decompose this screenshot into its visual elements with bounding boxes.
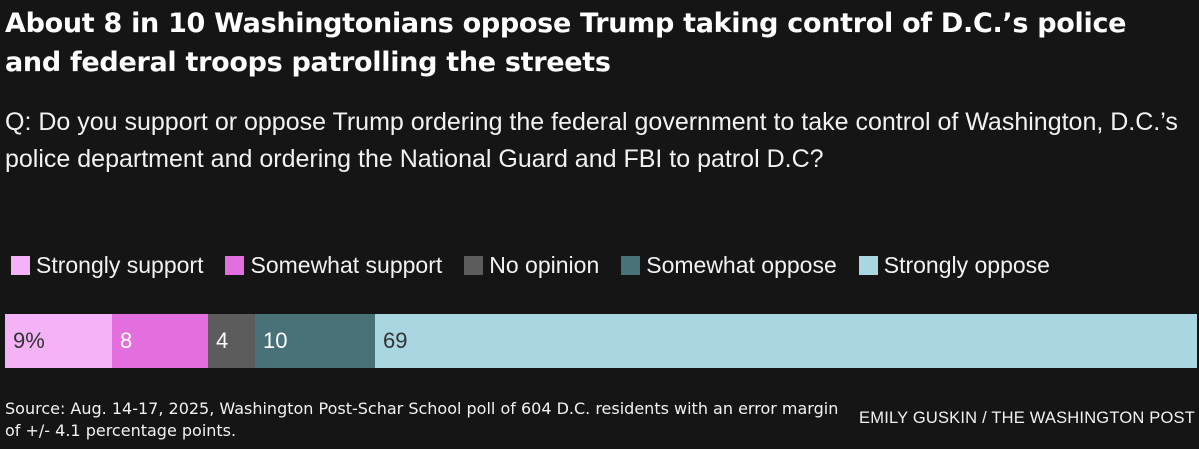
chart-title: About 8 in 10 Washingtonians oppose Trum… bbox=[5, 8, 1127, 78]
chart-legend: Strongly support Somewhat support No opini… bbox=[11, 249, 1072, 281]
legend-item-somewhat-support: Somewhat support bbox=[225, 252, 442, 279]
legend-swatch bbox=[858, 255, 878, 275]
legend-label: No opinion bbox=[489, 251, 600, 278]
survey-question: Q: Do you support or oppose Trump orderi… bbox=[5, 108, 1178, 173]
data-label: 8 bbox=[120, 328, 133, 353]
bar-segment-strongly-support: 9% bbox=[5, 314, 112, 368]
legend-label: Strongly support bbox=[36, 251, 204, 278]
legend-item-no-opinion: No opinion bbox=[464, 252, 599, 279]
data-label: 9% bbox=[13, 328, 45, 353]
legend-label: Somewhat support bbox=[250, 251, 443, 278]
bar-segment-strongly-oppose: 69 bbox=[375, 314, 1197, 368]
legend-item-somewhat-oppose: Somewhat oppose bbox=[621, 252, 837, 279]
legend-label: Strongly oppose bbox=[883, 251, 1050, 278]
legend-swatch bbox=[621, 255, 641, 275]
legend-swatch bbox=[225, 255, 245, 275]
legend-item-strongly-oppose: Strongly oppose bbox=[858, 251, 1050, 279]
data-label: 10 bbox=[263, 328, 288, 353]
bar-segment-somewhat-oppose: 10 bbox=[255, 314, 375, 368]
data-label: 4 bbox=[216, 328, 229, 353]
legend-item-strongly-support: Strongly support bbox=[11, 252, 203, 279]
legend-swatch bbox=[11, 255, 30, 275]
source-note: Source: Aug. 14-17, 2025, Washington Pos… bbox=[5, 399, 839, 440]
stacked-bar: 9% 8 4 10 69 bbox=[5, 314, 1197, 368]
legend-label: Somewhat oppose bbox=[646, 251, 837, 278]
credit-line: EMILY GUSKIN / THE WASHINGTON POST bbox=[859, 409, 1195, 427]
bar-segment-somewhat-support: 8 bbox=[112, 314, 208, 368]
legend-swatch bbox=[464, 255, 484, 275]
bar-segment-no-opinion: 4 bbox=[208, 314, 255, 368]
data-label: 69 bbox=[383, 328, 408, 353]
